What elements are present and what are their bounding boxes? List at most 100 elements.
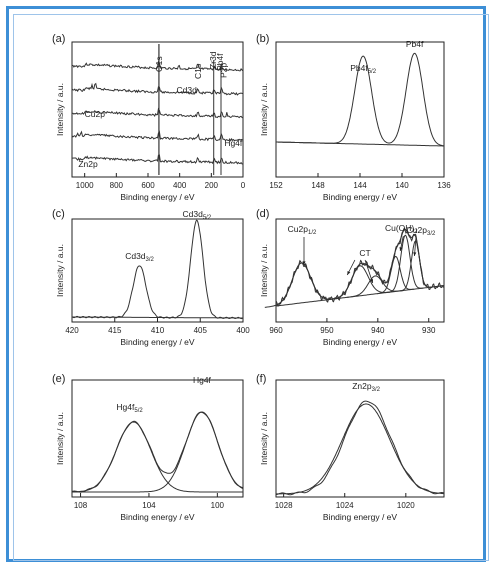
peak-label: Zr3d	[208, 51, 218, 69]
peak-label: CT	[359, 248, 370, 258]
peak-label: Cd3d5/2	[182, 209, 211, 221]
peak-label: Hg4f	[193, 375, 212, 385]
x-tick-label: 1000	[76, 181, 94, 190]
survey-spectrum	[71, 130, 244, 142]
peak-label: Pb4f	[406, 39, 424, 49]
fit-component	[346, 275, 404, 298]
panel-label: (f)	[256, 373, 266, 385]
arrowhead	[370, 279, 374, 283]
x-tick-label: 400	[236, 326, 250, 335]
panel-label: (d)	[256, 208, 269, 220]
plot-frame	[71, 379, 244, 498]
panel-a: (a) 1000 800 600 400 200 0 Binding energy / eV I…	[52, 33, 246, 202]
survey-spectrum	[71, 82, 244, 96]
panel-label: (e)	[52, 373, 65, 385]
x-tick-label: 140	[395, 181, 409, 190]
peak-label: Zn2p	[78, 159, 98, 169]
peak-label: P2p	[219, 63, 229, 78]
x-tick-label: 930	[422, 326, 436, 335]
survey-spectrum	[71, 154, 244, 165]
peak-label: Pb4f	[215, 53, 225, 71]
x-axis-label: Binding energy / eV	[120, 192, 195, 202]
x-tick-label: 0	[241, 181, 246, 190]
x-tick-label: 960	[269, 326, 283, 335]
x-axis-label: Binding energy / eV	[120, 337, 195, 347]
panel-d: (d) 960 950 940 930 Binding energy / eV Intens…	[256, 208, 445, 347]
x-axis-label: Binding energy / eV	[120, 512, 195, 522]
arrowhead	[399, 247, 403, 251]
plot-frame	[275, 379, 445, 498]
panel-label: (a)	[52, 33, 65, 45]
figure-frame	[6, 6, 486, 562]
x-tick-label: 400	[173, 181, 187, 190]
arrowhead	[302, 261, 306, 265]
x-axis-label: Binding energy / eV	[323, 337, 398, 347]
peak-label: Cu2p1/2	[288, 224, 317, 236]
y-axis-label: Intensity / a.u.	[55, 83, 65, 136]
peak-label: Cu2p	[85, 109, 106, 119]
peak-label: O1s	[154, 56, 164, 72]
peak-label: Cd3d	[177, 85, 198, 95]
x-tick-label: 144	[353, 181, 367, 190]
peak-label: Pb4f5/2	[350, 63, 377, 75]
x-tick-label: 940	[371, 326, 385, 335]
y-axis-label: Intensity / a.u.	[259, 412, 269, 465]
cd3d-spectrum	[71, 219, 244, 320]
x-tick-label: 410	[151, 326, 165, 335]
plot-frame	[71, 41, 244, 178]
x-tick-label: 950	[320, 326, 334, 335]
x-tick-label: 152	[269, 181, 283, 190]
y-axis-label: Intensity / a.u.	[259, 244, 269, 297]
x-tick-label: 600	[141, 181, 155, 190]
pb4f-spectrum	[276, 52, 445, 147]
peak-label: Hg4f	[224, 138, 243, 148]
fit-component	[386, 234, 424, 293]
x-tick-label: 415	[108, 326, 122, 335]
figure-inner-frame	[13, 14, 489, 561]
cu2p-spectrum	[275, 228, 445, 307]
x-tick-label: 1024	[336, 501, 354, 510]
peak-label: C1s	[193, 64, 203, 79]
panel-e: (e) 108 104 100 Binding energy / eV Intensity…	[52, 373, 244, 522]
fit-component	[377, 255, 415, 295]
peak-label: Hg4f5/2	[116, 402, 143, 414]
x-tick-label: 108	[74, 501, 88, 510]
peak-label: Cu2p3/2	[407, 225, 436, 237]
arrowhead	[413, 252, 417, 256]
survey-spectrum	[71, 107, 244, 119]
peak-label: Cd3d3/2	[125, 251, 154, 263]
plot-frame	[71, 218, 244, 323]
y-axis-label: Intensity / a.u.	[55, 244, 65, 297]
x-tick-label: 405	[194, 326, 208, 335]
peak-label: Cu(OH)2	[385, 223, 418, 235]
panel-label: (b)	[256, 33, 269, 45]
x-axis-label: Binding energy / eV	[323, 512, 398, 522]
fit-component	[276, 403, 444, 495]
arrow	[364, 259, 374, 284]
plot-frame	[275, 218, 445, 323]
x-tick-label: 104	[142, 501, 156, 510]
x-axis-label: Binding energy / eV	[323, 192, 398, 202]
survey-spectrum	[71, 60, 244, 72]
zn2p-spectrum	[275, 400, 445, 496]
fit-component	[72, 421, 243, 493]
y-axis-label: Intensity / a.u.	[259, 83, 269, 136]
panel-f: (f) 1028 1024 1020 Binding energy / eV Intens…	[256, 373, 445, 522]
x-tick-label: 200	[205, 181, 219, 190]
panel-label: (c)	[52, 208, 65, 220]
x-tick-label: 136	[437, 181, 451, 190]
x-tick-label: 100	[211, 501, 225, 510]
x-tick-label: 1020	[397, 501, 415, 510]
hg4f-spectrum	[71, 411, 244, 493]
panel-b: (b) 152 148 144 140 136 Binding energy / eV Int…	[256, 33, 451, 202]
y-axis-label: Intensity / a.u.	[55, 412, 65, 465]
x-tick-label: 800	[110, 181, 124, 190]
background-line	[275, 285, 445, 307]
peak-label: Zn2p3/2	[352, 381, 380, 393]
x-tick-label: 148	[311, 181, 325, 190]
fit-component	[72, 411, 244, 493]
panel-c: (c) 420 415 410 405 400 Binding energy / eV Int…	[52, 208, 250, 347]
arrowhead	[347, 271, 351, 275]
x-tick-label: 420	[65, 326, 79, 335]
